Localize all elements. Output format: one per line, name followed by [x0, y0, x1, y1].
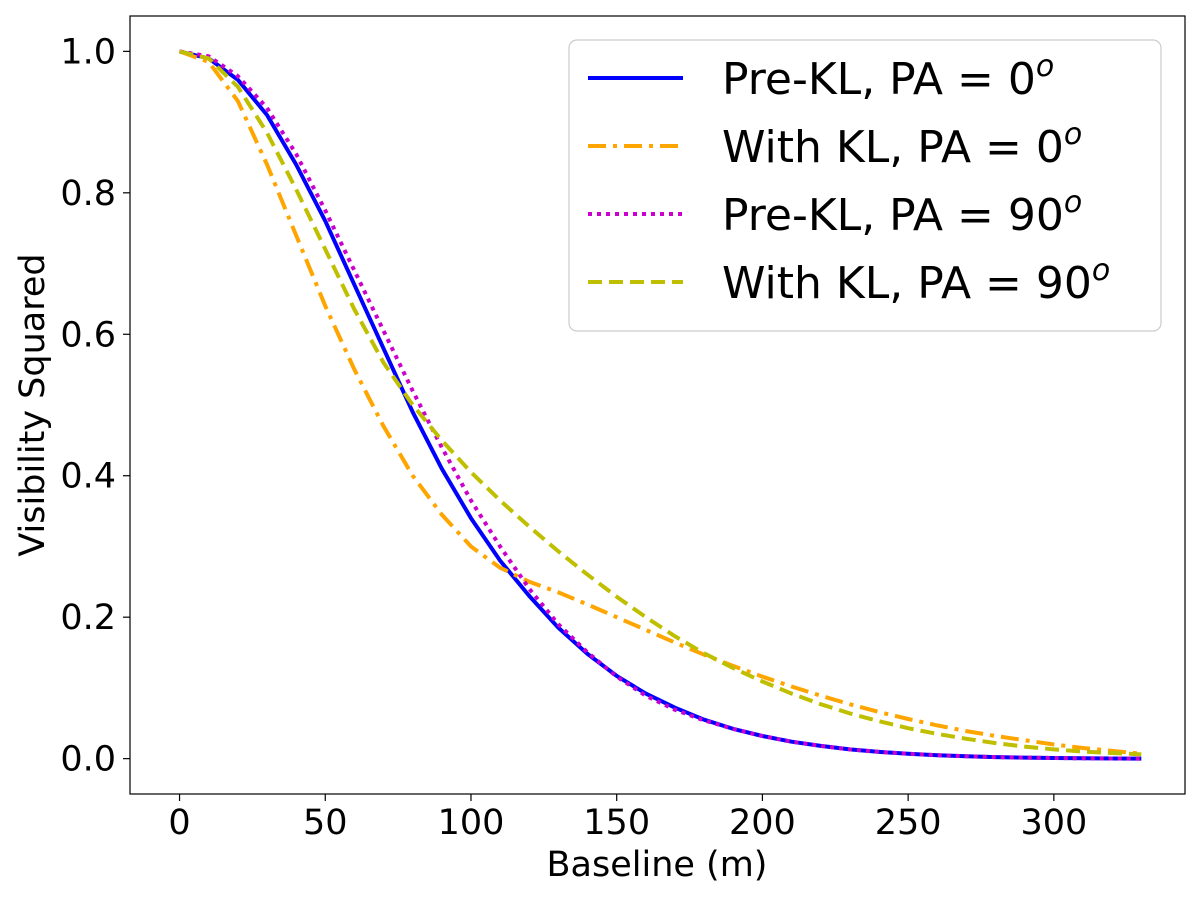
legend-label-superscript: o	[1064, 117, 1082, 152]
x-tick-label: 100	[438, 803, 505, 843]
y-tick-label: 0.4	[60, 457, 116, 497]
series-layer	[178, 49, 1142, 761]
legend-label-text: With KL, PA = 90	[722, 258, 1092, 309]
y-axis: 0.0 0.2 0.4 0.6 0.8 1.0	[60, 32, 130, 780]
x-tick-label: 300	[1020, 803, 1087, 843]
x-tick-label: 150	[583, 803, 650, 843]
legend-label-3: Pre-KL, PA = 90o	[722, 185, 1082, 241]
series-line-3	[179, 49, 1142, 761]
plot-frame	[129, 15, 1186, 795]
x-tick-label: 50	[303, 803, 348, 843]
legend-box	[568, 39, 1162, 332]
x-tick-label: 250	[875, 803, 942, 843]
legend-label-superscript: o	[1036, 49, 1054, 84]
legend-label-4: With KL, PA = 90o	[722, 253, 1110, 309]
y-tick-label: 0.8	[60, 174, 116, 214]
legend-label-1: Pre-KL, PA = 0o	[722, 49, 1054, 105]
y-tick-label: 0.6	[60, 315, 116, 355]
legend-label-superscript: o	[1064, 185, 1082, 220]
series-line-4	[179, 49, 1142, 757]
y-tick-label: 1.0	[60, 32, 116, 72]
legend-label-2: With KL, PA = 0o	[722, 117, 1082, 173]
x-axis-label: Baseline (m)	[547, 845, 768, 885]
y-tick-label: 0.0	[60, 740, 116, 780]
legend-label-text: Pre-KL, PA = 0	[722, 54, 1036, 105]
x-tick-label: 0	[168, 803, 190, 843]
legend-label-superscript: o	[1092, 253, 1110, 288]
legend-label-text: With KL, PA = 0	[722, 122, 1064, 173]
y-tick-label: 0.2	[60, 598, 116, 638]
x-tick-label: 200	[729, 803, 796, 843]
legend-label-text: Pre-KL, PA = 90	[722, 190, 1064, 241]
series-line-2	[178, 49, 1142, 756]
y-axis-label: Visibility Squared	[13, 253, 53, 556]
x-axis: 0 50 100 150 200 250 300	[168, 794, 1087, 843]
